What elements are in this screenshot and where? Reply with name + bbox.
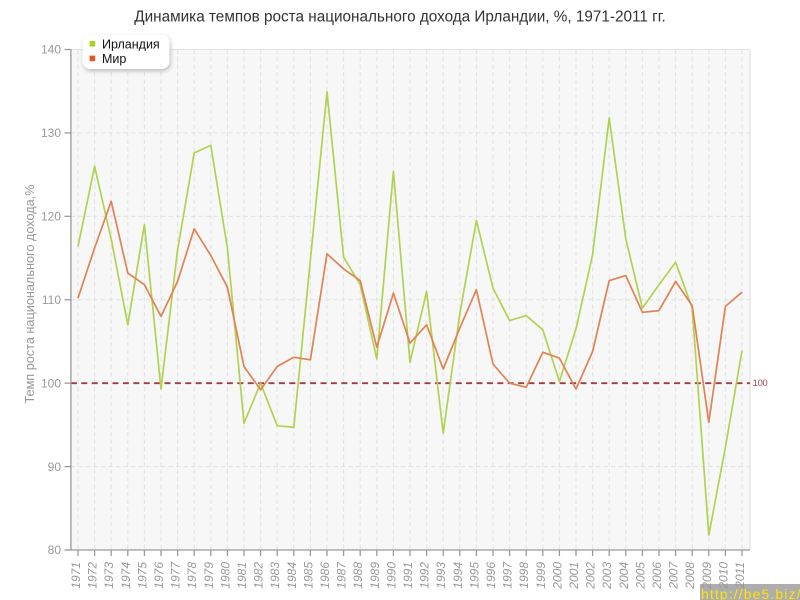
svg-text:1973: 1973 [102,562,116,589]
svg-text:1986: 1986 [318,562,332,589]
svg-text:Мир: Мир [102,52,126,66]
svg-text:http://be5.biz/: http://be5.biz/ [701,586,800,600]
svg-text:1997: 1997 [501,561,515,589]
svg-text:Динамика темпов роста национал: Динамика темпов роста национального дохо… [134,8,665,25]
svg-text:1994: 1994 [451,562,465,589]
svg-text:1998: 1998 [517,562,531,589]
svg-text:1993: 1993 [434,562,448,589]
svg-text:1979: 1979 [202,562,216,589]
svg-text:1985: 1985 [301,562,315,589]
svg-text:1996: 1996 [484,562,498,589]
svg-text:1984: 1984 [285,562,299,589]
svg-text:140: 140 [41,43,61,57]
svg-text:2000: 2000 [550,562,564,590]
svg-text:Темп роста национального доход: Темп роста национального дохода,% [23,184,37,403]
svg-text:120: 120 [41,210,61,224]
svg-text:2001: 2001 [567,562,581,590]
svg-text:1981: 1981 [235,562,249,589]
svg-text:90: 90 [48,460,62,474]
svg-text:2007: 2007 [667,561,681,590]
svg-text:1988: 1988 [351,562,365,589]
svg-text:2006: 2006 [650,562,664,590]
svg-text:1972: 1972 [86,562,100,589]
svg-text:2010: 2010 [716,562,730,590]
svg-text:Ирландия: Ирландия [102,37,160,51]
svg-text:2002: 2002 [584,562,598,590]
svg-text:100: 100 [41,376,61,390]
svg-text:1992: 1992 [418,562,432,589]
svg-text:1987: 1987 [335,561,349,589]
svg-text:2004: 2004 [617,562,631,590]
svg-text:1974: 1974 [119,562,133,589]
svg-text:1977: 1977 [169,561,183,589]
svg-text:80: 80 [48,543,62,557]
svg-text:1990: 1990 [384,562,398,589]
svg-text:1995: 1995 [467,562,481,589]
svg-text:110: 110 [42,293,61,307]
svg-text:1971: 1971 [69,562,83,589]
svg-text:1983: 1983 [268,562,282,589]
svg-text:1978: 1978 [185,562,199,589]
svg-text:2011: 2011 [733,562,747,589]
svg-text:1980: 1980 [218,562,232,589]
svg-text:1982: 1982 [252,562,266,589]
svg-text:100: 100 [753,378,768,388]
svg-text:2005: 2005 [633,562,647,590]
svg-text:1976: 1976 [152,562,166,589]
svg-text:130: 130 [41,126,61,140]
svg-text:1975: 1975 [135,562,149,589]
svg-text:2009: 2009 [700,562,714,590]
svg-text:2003: 2003 [600,562,614,590]
svg-text:1991: 1991 [401,562,415,589]
svg-text:1999: 1999 [534,562,548,589]
svg-text:1989: 1989 [368,562,382,589]
svg-text:2008: 2008 [683,562,697,590]
